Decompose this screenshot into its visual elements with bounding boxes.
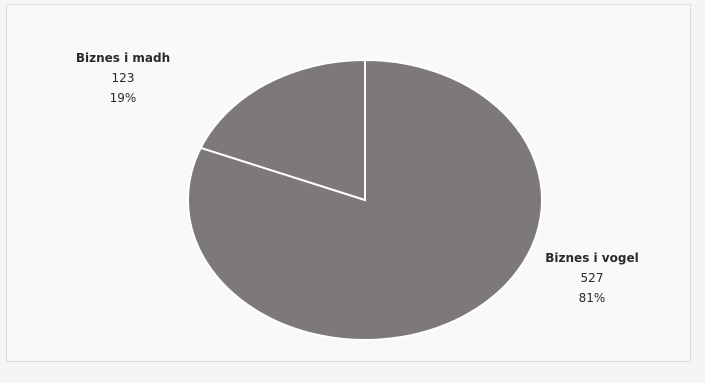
slice-label-biznes-i-madh: Biznes i madh [76,51,170,65]
pie-labels: Biznes i vogel 527 81% Biznes i madh 123… [76,51,639,305]
pie-slice-biznes-i-vogel [187,58,543,341]
slice-value-biznes-i-vogel: 527 [581,271,604,285]
pie-slice-biznes-i-madh [199,58,366,202]
slice-percent-biznes-i-madh: 19% [110,91,137,105]
pie-slices [187,58,543,341]
slice-label-group-biznes-i-vogel: Biznes i vogel 527 81% [545,251,638,305]
slice-label-biznes-i-vogel: Biznes i vogel [545,251,638,265]
slice-percent-biznes-i-vogel: 81% [579,291,606,305]
slice-value-biznes-i-madh: 123 [112,71,135,85]
slice-label-group-biznes-i-madh: Biznes i madh 123 19% [76,51,170,105]
